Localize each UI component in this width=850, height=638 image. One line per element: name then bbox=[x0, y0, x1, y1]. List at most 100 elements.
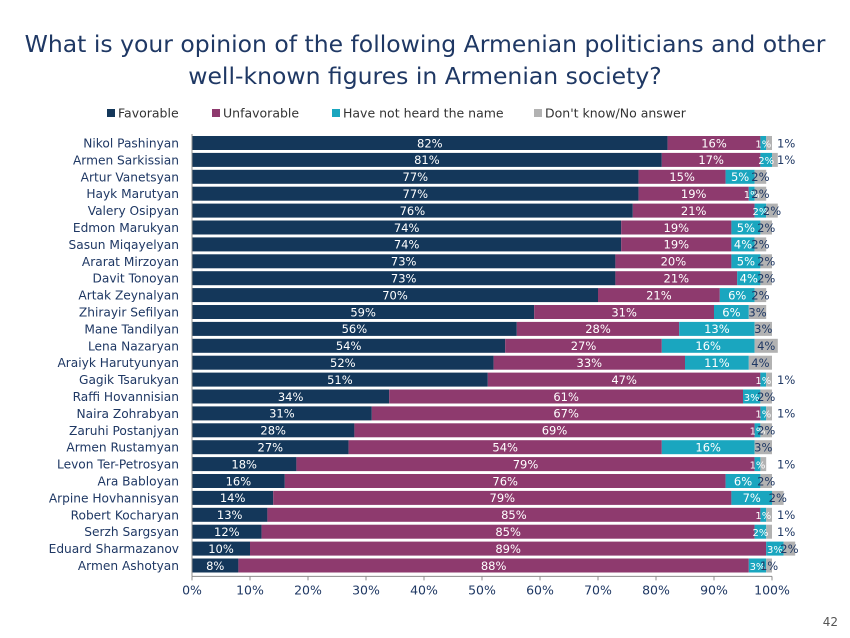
bar-segment-don-t-know-no-answer bbox=[754, 440, 772, 455]
bar-segment-don-t-know-no-answer bbox=[766, 372, 772, 387]
data-label: 1% bbox=[777, 508, 795, 522]
bar-segment-favorable bbox=[192, 203, 633, 218]
bar-segment-favorable bbox=[192, 254, 616, 269]
bar-segment-have-not-heard-the-name bbox=[760, 372, 767, 387]
data-label: 1% bbox=[777, 457, 795, 471]
legend-label-unfavorable: Unfavorable bbox=[223, 106, 299, 121]
category-label: Ara Babloyan bbox=[97, 475, 179, 489]
bar-segment-have-not-heard-the-name bbox=[719, 288, 755, 303]
data-label: 4% bbox=[734, 238, 752, 252]
data-label: 15% bbox=[669, 170, 695, 184]
data-label: 16% bbox=[695, 441, 721, 455]
x-tick-label: 10% bbox=[236, 582, 264, 597]
bar-segment-unfavorable bbox=[615, 254, 732, 269]
bar-segment-have-not-heard-the-name bbox=[743, 389, 761, 404]
data-label: 12% bbox=[214, 525, 240, 539]
data-label: 1% bbox=[755, 410, 771, 421]
data-label: 54% bbox=[492, 441, 518, 455]
bar-segment-don-t-know-no-answer bbox=[754, 321, 772, 336]
data-label: 16% bbox=[695, 339, 721, 353]
bar-segment-unfavorable bbox=[621, 237, 732, 252]
data-label: 3% bbox=[754, 441, 772, 455]
data-label: 89% bbox=[495, 542, 521, 556]
data-label: 7% bbox=[743, 491, 761, 505]
bar-segment-don-t-know-no-answer bbox=[760, 423, 772, 438]
bar-segment-don-t-know-no-answer bbox=[760, 474, 772, 488]
data-label: 2% bbox=[752, 528, 768, 539]
data-label: 27% bbox=[571, 339, 597, 353]
bar-segment-have-not-heard-the-name bbox=[731, 220, 761, 235]
bar-segment-have-not-heard-the-name bbox=[754, 423, 761, 438]
bar-segment-have-not-heard-the-name bbox=[760, 136, 767, 150]
data-label: 1% bbox=[777, 407, 795, 421]
bar-segment-unfavorable bbox=[261, 524, 755, 539]
data-label: 19% bbox=[681, 187, 707, 201]
data-label: 3% bbox=[750, 562, 766, 573]
bar-segment-have-not-heard-the-name bbox=[754, 203, 767, 218]
data-label: 74% bbox=[394, 238, 420, 252]
data-label: 2% bbox=[757, 474, 775, 488]
bar-segment-have-not-heard-the-name bbox=[725, 169, 755, 184]
data-label: 2% bbox=[751, 238, 769, 252]
data-label: 1% bbox=[777, 153, 795, 167]
bar-segment-have-not-heard-the-name bbox=[760, 507, 767, 522]
category-labels: Nikol Pashinyan Armen Sarkissian Artur Van… bbox=[49, 137, 179, 574]
data-label: 79% bbox=[490, 491, 516, 505]
bar-segment-don-t-know-no-answer bbox=[748, 355, 772, 370]
bar-segment-have-not-heard-the-name bbox=[679, 321, 755, 336]
category-label: Mane Tandilyan bbox=[84, 322, 179, 336]
bar-segment-unfavorable bbox=[638, 169, 726, 184]
bar-segment-favorable bbox=[192, 440, 349, 455]
data-label: 1% bbox=[750, 460, 766, 471]
data-label: 2% bbox=[757, 255, 775, 269]
bar-segment-favorable bbox=[192, 271, 616, 286]
data-label: 3% bbox=[744, 393, 760, 404]
data-label: 67% bbox=[553, 407, 579, 421]
data-label: 28% bbox=[585, 322, 611, 336]
bar-segment-unfavorable bbox=[354, 423, 755, 438]
bar-segment-don-t-know-no-answer bbox=[760, 457, 767, 472]
data-label: 21% bbox=[646, 288, 672, 302]
data-label: 8% bbox=[206, 559, 224, 573]
bar-segment-favorable bbox=[192, 152, 662, 167]
data-label: 47% bbox=[611, 373, 637, 387]
legend-swatch-unfavorable bbox=[212, 109, 220, 117]
bar-segment-have-not-heard-the-name bbox=[748, 186, 755, 201]
data-label: 5% bbox=[737, 221, 755, 235]
bar-segment-favorable bbox=[192, 457, 297, 472]
category-label: Naira Zohrabyan bbox=[77, 407, 179, 421]
bar-segment-unfavorable bbox=[250, 541, 767, 556]
bar-segment-favorable bbox=[192, 321, 517, 336]
category-label: Zhirayir Sefilyan bbox=[79, 306, 179, 320]
data-label: 76% bbox=[400, 204, 426, 218]
legend-label-have-not-heard-the-name: Have not heard the name bbox=[343, 106, 504, 121]
legend: Favorable Unfavorable Have not heard the n… bbox=[107, 106, 687, 121]
chart-title: What is your opinion of the following Ar… bbox=[24, 30, 826, 90]
category-label: Lena Nazaryan bbox=[88, 339, 179, 353]
data-label: 88% bbox=[481, 559, 507, 573]
category-label: Edmon Marukyan bbox=[73, 221, 179, 235]
bar-segment-unfavorable bbox=[493, 355, 685, 370]
bar-segment-have-not-heard-the-name bbox=[725, 474, 761, 488]
data-label: 3% bbox=[754, 322, 772, 336]
data-label: 85% bbox=[501, 508, 527, 522]
bar-segment-unfavorable bbox=[661, 152, 761, 167]
data-label: 3% bbox=[767, 545, 783, 556]
data-label: 2% bbox=[780, 542, 798, 556]
bar-segment-unfavorable bbox=[284, 474, 726, 488]
bar-segment-don-t-know-no-answer bbox=[754, 169, 767, 184]
bar-segment-unfavorable bbox=[516, 321, 680, 336]
data-label: 54% bbox=[336, 339, 362, 353]
bar-segment-don-t-know-no-answer bbox=[754, 186, 767, 201]
bar-segment-have-not-heard-the-name bbox=[766, 541, 784, 556]
data-label: 13% bbox=[217, 508, 243, 522]
x-tick-label: 70% bbox=[584, 582, 612, 597]
category-label: Levon Ter-Petrosyan bbox=[57, 458, 179, 472]
x-tick-label: 20% bbox=[294, 582, 322, 597]
data-label: 61% bbox=[553, 390, 579, 404]
data-label: 33% bbox=[577, 356, 603, 370]
data-label: 77% bbox=[403, 170, 429, 184]
bar-segment-favorable bbox=[192, 524, 262, 539]
bar-segment-don-t-know-no-answer bbox=[754, 237, 767, 252]
bar-segment-unfavorable bbox=[487, 372, 761, 387]
